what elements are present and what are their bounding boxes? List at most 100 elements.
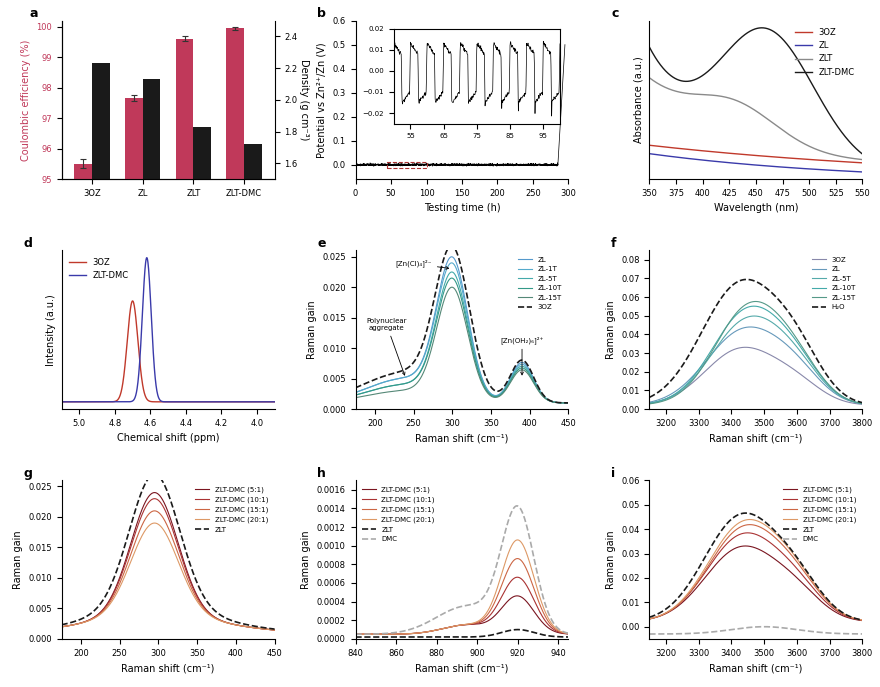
ZL-5T bbox=[520, 364, 531, 372]
ZLT-DMC (15:1) bbox=[520, 563, 531, 572]
ZLT-DMC bbox=[819, 102, 830, 110]
ZL-15T bbox=[644, 400, 655, 408]
ZL-15T bbox=[444, 284, 455, 293]
ZLT bbox=[150, 470, 160, 478]
ZLT bbox=[517, 626, 527, 634]
ZLT-DMC (20:1) bbox=[738, 517, 749, 525]
ZL-1T bbox=[436, 282, 447, 290]
ZL-10T bbox=[563, 398, 574, 407]
Line: ZL-10T: ZL-10T bbox=[356, 278, 568, 403]
Y-axis label: Raman gain: Raman gain bbox=[605, 300, 616, 359]
ZL bbox=[852, 168, 862, 176]
ZL bbox=[818, 166, 829, 174]
ZLT-DMC (15:1) bbox=[78, 618, 89, 627]
ZLT-DMC (5:1) bbox=[78, 618, 89, 627]
ZLT-DMC bbox=[772, 30, 782, 38]
ZL-15T bbox=[436, 304, 447, 313]
ZL-5T bbox=[644, 399, 655, 407]
3OZ bbox=[857, 401, 868, 409]
Line: ZLT-DMC (10:1): ZLT-DMC (10:1) bbox=[649, 533, 862, 620]
ZLT-DMC (5:1) bbox=[814, 596, 825, 604]
ZL-15T bbox=[372, 390, 383, 398]
X-axis label: Testing time (h): Testing time (h) bbox=[423, 203, 501, 214]
Line: ZL-15T: ZL-15T bbox=[649, 302, 862, 404]
Line: ZL-1T: ZL-1T bbox=[356, 263, 568, 403]
ZLT-DMC (20:1) bbox=[512, 536, 523, 544]
ZLT-DMC (20:1) bbox=[350, 630, 361, 638]
H₂O bbox=[738, 275, 749, 284]
ZLT-DMC (15:1) bbox=[150, 507, 160, 515]
3OZ bbox=[857, 159, 868, 167]
ZLT bbox=[666, 600, 677, 609]
ZLT-DMC (15:1) bbox=[436, 624, 447, 633]
ZLT-DMC (15:1) bbox=[644, 615, 655, 623]
Line: ZLT: ZLT bbox=[649, 513, 862, 620]
3OZ bbox=[150, 398, 161, 406]
Text: b: b bbox=[317, 8, 326, 21]
DMC bbox=[520, 518, 531, 526]
Line: DMC: DMC bbox=[356, 506, 568, 634]
Line: ZLT-DMC (20:1): ZLT-DMC (20:1) bbox=[356, 540, 568, 634]
ZLT-DMC (10:1) bbox=[666, 606, 677, 614]
ZL-15T bbox=[857, 399, 868, 407]
Legend: 3OZ, ZL, ZL-5T, ZL-10T, ZL-15T, H₂O: 3OZ, ZL, ZL-5T, ZL-10T, ZL-15T, H₂O bbox=[810, 254, 859, 313]
ZLT-DMC (10:1) bbox=[78, 618, 89, 627]
ZLT-DMC (10:1) bbox=[857, 616, 868, 624]
ZL-15T bbox=[814, 369, 825, 377]
ZLT bbox=[771, 122, 781, 130]
ZL-10T bbox=[517, 364, 527, 372]
Line: ZLT-DMC (20:1): ZLT-DMC (20:1) bbox=[649, 519, 862, 620]
3OZ bbox=[740, 344, 751, 352]
3OZ bbox=[818, 157, 829, 165]
DMC bbox=[350, 630, 361, 638]
Line: ZLT-DMC (5:1): ZLT-DMC (5:1) bbox=[356, 596, 568, 634]
Text: d: d bbox=[23, 237, 33, 250]
Legend: ZLT-DMC (5:1), ZLT-DMC (10:1), ZLT-DMC (15:1), ZLT-DMC (20:1), ZLT, DMC: ZLT-DMC (5:1), ZLT-DMC (10:1), ZLT-DMC (… bbox=[781, 484, 859, 545]
3OZ bbox=[644, 399, 655, 407]
ZLT-DMC (10:1) bbox=[738, 529, 749, 537]
ZLT bbox=[143, 475, 153, 484]
Y-axis label: Intensity (a.u.): Intensity (a.u.) bbox=[46, 294, 56, 365]
ZL bbox=[350, 388, 361, 396]
ZLT bbox=[852, 155, 862, 163]
ZLT bbox=[520, 627, 531, 635]
3OZ bbox=[852, 159, 862, 167]
Line: ZLT-DMC (20:1): ZLT-DMC (20:1) bbox=[62, 523, 275, 630]
3OZ bbox=[269, 398, 280, 406]
ZLT-DMC (20:1) bbox=[269, 626, 280, 634]
ZL-15T bbox=[496, 390, 507, 398]
Bar bbox=[244, 144, 262, 417]
3OZ bbox=[143, 396, 153, 405]
ZLT bbox=[745, 104, 756, 112]
ZL bbox=[644, 398, 655, 406]
Bar bbox=[143, 79, 160, 417]
ZL-15T bbox=[751, 297, 761, 306]
ZLT-DMC (5:1) bbox=[223, 619, 233, 627]
ZLT-DMC (5:1) bbox=[143, 494, 153, 502]
X-axis label: Raman shift (cm⁻¹): Raman shift (cm⁻¹) bbox=[415, 433, 509, 443]
Line: ZLT-DMC (5:1): ZLT-DMC (5:1) bbox=[62, 493, 275, 630]
Y-axis label: Raman gain: Raman gain bbox=[12, 530, 23, 589]
ZL bbox=[738, 324, 749, 332]
ZLT-DMC (20:1) bbox=[857, 616, 868, 624]
ZLT-DMC (15:1) bbox=[563, 629, 574, 638]
ZL-10T bbox=[730, 311, 741, 319]
ZLT-DMC (20:1) bbox=[496, 570, 507, 578]
ZL-5T bbox=[749, 312, 759, 320]
ZL bbox=[436, 277, 447, 285]
ZLT-DMC (10:1) bbox=[150, 495, 160, 503]
ZLT-DMC (10:1) bbox=[790, 563, 801, 572]
Line: 3OZ: 3OZ bbox=[649, 145, 862, 163]
ZLT-DMC bbox=[143, 258, 153, 267]
Y-axis label: Raman gain: Raman gain bbox=[306, 300, 317, 359]
3OZ bbox=[446, 242, 457, 250]
ZLT-DMC (20:1) bbox=[56, 622, 67, 631]
ZL-10T bbox=[790, 337, 801, 345]
Y-axis label: Coulombic efficiency (%): Coulombic efficiency (%) bbox=[20, 39, 31, 161]
ZL-5T bbox=[446, 268, 457, 276]
ZLT-DMC (20:1) bbox=[436, 624, 447, 633]
ZL bbox=[563, 398, 574, 407]
ZLT bbox=[857, 155, 868, 164]
H₂O bbox=[741, 275, 752, 284]
ZLT bbox=[444, 633, 455, 641]
